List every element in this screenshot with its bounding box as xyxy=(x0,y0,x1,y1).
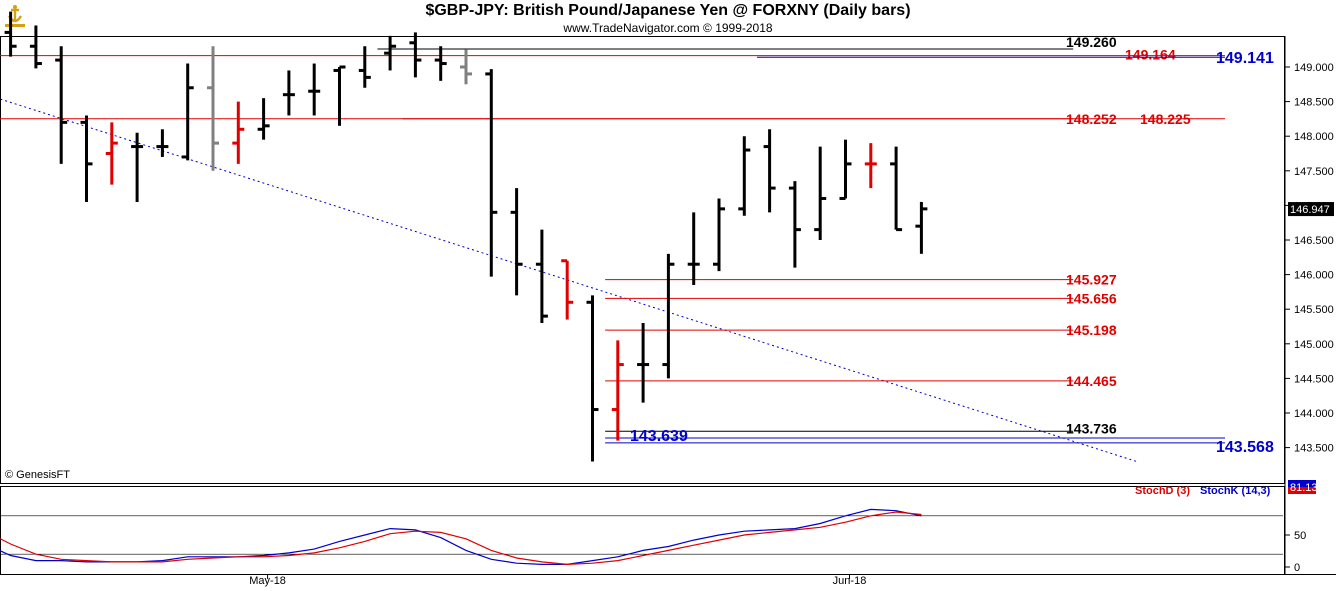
copyright-label: © GenesisFT xyxy=(5,469,70,481)
y-tick-label: 147.500 xyxy=(1294,166,1334,178)
last-price-label: 146.947 xyxy=(1290,204,1330,216)
stoch-d-line xyxy=(0,511,922,566)
y-tick-label: 149.000 xyxy=(1294,62,1334,74)
level-label: 145.656 xyxy=(1066,290,1117,306)
stoch-value-label: 81.13 xyxy=(1290,482,1318,494)
level-label: 145.927 xyxy=(1066,272,1117,288)
last-price-box xyxy=(1288,202,1334,217)
level-label: 143.736 xyxy=(1066,420,1117,436)
y-tick-label: 144.000 xyxy=(1294,408,1334,420)
level-label: 143.639 xyxy=(630,428,688,445)
y-tick-label: 148.500 xyxy=(1294,97,1334,109)
price-panel-frame xyxy=(0,36,1285,484)
stoch-value-box-lower xyxy=(1288,487,1316,494)
stoch-d-legend: StochD (3) xyxy=(1135,485,1190,497)
level-label: 143.568 xyxy=(1216,439,1274,456)
y-tick-label: 146.500 xyxy=(1294,235,1334,247)
y-tick-label: 145.000 xyxy=(1294,339,1334,351)
level-label: 148.225 xyxy=(1140,111,1191,127)
chart-title: $GBP-JPY: British Pound/Japanese Yen @ F… xyxy=(425,2,911,19)
stoch-panel-frame xyxy=(0,486,1285,575)
y-tick-label: 146.000 xyxy=(1294,270,1334,282)
stoch-y-tick-label: 50 xyxy=(1294,530,1306,542)
stoch-k-legend: StochK (14,3) xyxy=(1200,485,1271,497)
level-label: 148.252 xyxy=(1066,111,1117,127)
trendline xyxy=(0,98,1137,462)
chart-subtitle: www.TradeNavigator.com © 1999-2018 xyxy=(563,21,773,35)
level-label: 149.260 xyxy=(1066,34,1117,50)
y-tick-label: 148.000 xyxy=(1294,131,1334,143)
level-label: 144.465 xyxy=(1066,373,1117,389)
y-tick-label: 145.500 xyxy=(1294,304,1334,316)
y-tick-label: 143.500 xyxy=(1294,443,1334,455)
stoch-y-tick-label: 0 xyxy=(1294,562,1300,574)
level-label: 149.164 xyxy=(1125,47,1176,63)
y-tick-label: 144.500 xyxy=(1294,373,1334,385)
level-label: 145.198 xyxy=(1066,322,1117,338)
gold-anchor-logo-icon xyxy=(5,5,25,27)
x-tick-label: Jun-18 xyxy=(833,575,867,587)
x-tick-label: May-18 xyxy=(249,575,286,587)
level-label: 149.141 xyxy=(1216,50,1274,67)
stoch-k-line xyxy=(0,508,922,566)
